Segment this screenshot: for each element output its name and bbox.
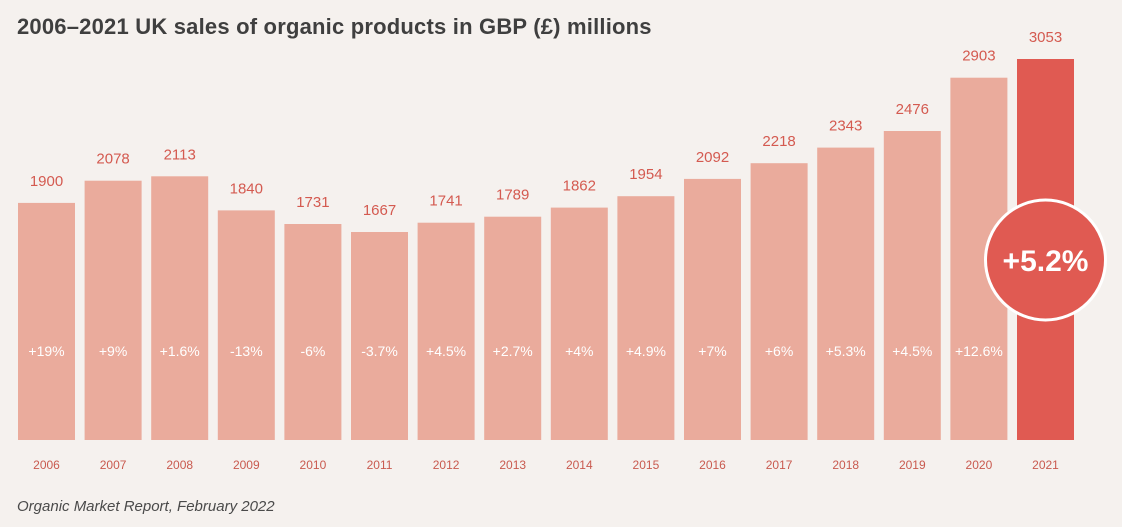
- bar: [883, 131, 941, 440]
- bar: [684, 178, 741, 440]
- bar: [550, 207, 608, 440]
- bar: [284, 224, 342, 440]
- growth-label: +2.7%: [493, 343, 533, 359]
- bar: [84, 180, 142, 440]
- labels-group: 1900 +19% 2006 2078 +9% 2007 2113 +1.6% 2008 1840…: [28, 29, 1062, 472]
- growth-label: +9%: [99, 343, 127, 359]
- bar: [750, 163, 808, 440]
- year-tick-label: 2011: [367, 458, 393, 472]
- bar: [351, 232, 408, 440]
- year-tick-label: 2020: [966, 458, 993, 472]
- value-label: 1789: [496, 187, 529, 204]
- growth-label: -6%: [300, 343, 325, 359]
- growth-label: -13%: [230, 343, 263, 359]
- value-label: 1741: [429, 193, 462, 210]
- bar: [617, 196, 675, 440]
- value-label: 1667: [363, 202, 396, 219]
- year-tick-label: 2010: [300, 458, 327, 472]
- bar: [484, 216, 542, 440]
- year-tick-label: 2009: [233, 458, 260, 472]
- growth-label: +4%: [565, 343, 593, 359]
- growth-label: +1.6%: [160, 343, 200, 359]
- value-label: 1840: [230, 180, 263, 197]
- year-tick-label: 2006: [33, 458, 60, 472]
- bar: [217, 210, 275, 440]
- growth-badge-label: +5.2%: [1003, 245, 1089, 278]
- growth-label: +4.5%: [426, 343, 466, 359]
- value-label: 2092: [696, 149, 729, 166]
- value-label: 1954: [629, 166, 662, 183]
- year-tick-label: 2007: [100, 458, 127, 472]
- bar: [817, 147, 875, 440]
- growth-label: +19%: [28, 343, 64, 359]
- value-label: 2078: [96, 151, 129, 168]
- bar: [151, 176, 209, 441]
- value-label: 2476: [896, 101, 929, 118]
- value-label: 3053: [1029, 29, 1062, 46]
- year-tick-label: 2008: [166, 458, 193, 472]
- year-tick-label: 2019: [899, 458, 926, 472]
- value-label: 1900: [30, 173, 63, 190]
- bar: [18, 202, 75, 440]
- year-tick-label: 2012: [433, 458, 460, 472]
- growth-label: +4.5%: [892, 343, 932, 359]
- growth-badge: +5.2%: [984, 198, 1107, 322]
- year-tick-label: 2021: [1032, 458, 1059, 472]
- value-label: 1862: [563, 178, 596, 195]
- year-tick-label: 2014: [566, 458, 593, 472]
- growth-label: +12.6%: [955, 343, 1003, 359]
- growth-label: +5.3%: [826, 343, 866, 359]
- value-label: 2218: [762, 133, 795, 150]
- chart-title: 2006–2021 UK sales of organic products i…: [17, 14, 652, 39]
- growth-label: +7%: [698, 343, 726, 359]
- growth-label: +6%: [765, 343, 793, 359]
- value-label: 1731: [296, 194, 329, 211]
- value-label: 2343: [829, 118, 862, 135]
- growth-label: -3.7%: [361, 343, 398, 359]
- value-label: 2113: [164, 146, 196, 163]
- value-label: 2903: [962, 48, 995, 65]
- source-note: Organic Market Report, February 2022: [17, 498, 275, 515]
- year-tick-label: 2016: [699, 458, 726, 472]
- bar: [417, 222, 475, 440]
- growth-badge-circle: [984, 198, 1107, 322]
- year-tick-label: 2015: [633, 458, 660, 472]
- year-tick-label: 2018: [832, 458, 859, 472]
- growth-label: +4.9%: [626, 343, 666, 359]
- year-tick-label: 2013: [499, 458, 526, 472]
- year-tick-label: 2017: [766, 458, 793, 472]
